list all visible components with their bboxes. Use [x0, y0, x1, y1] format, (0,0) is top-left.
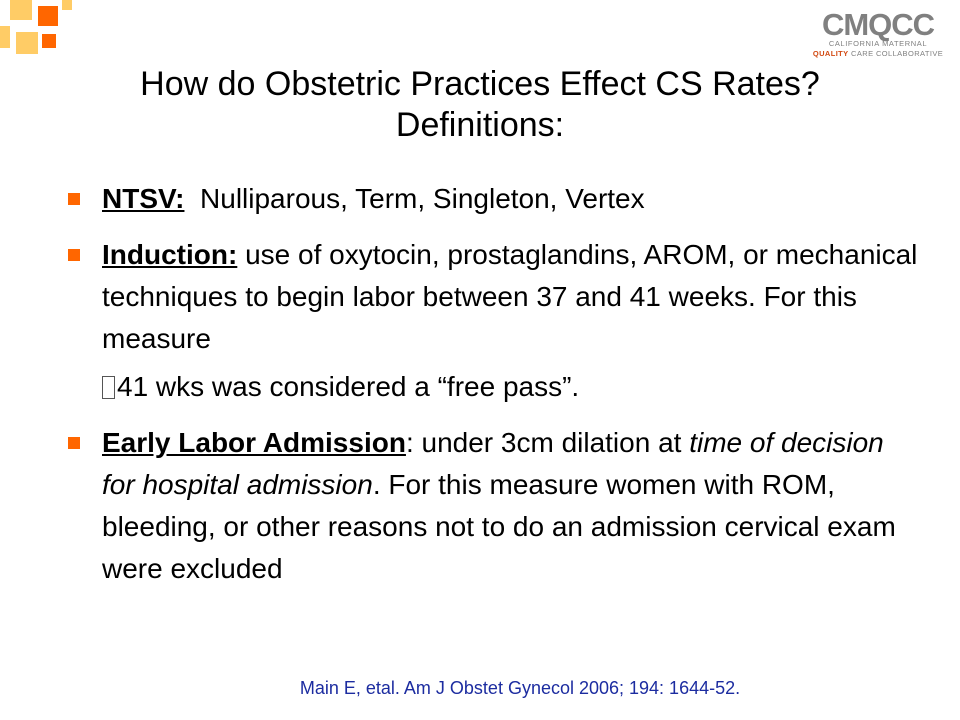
logo-main-text: CMQCC	[822, 7, 935, 42]
bullet-term: Early Labor Admission	[102, 427, 406, 458]
slide-title: How do Obstetric Practices Effect CS Rat…	[0, 64, 960, 146]
bullet-early-labor: Early Labor Admission: under 3cm dilatio…	[64, 422, 924, 590]
bullet-list: NTSV: Nulliparous, Term, Singleton, Vert…	[64, 178, 924, 604]
title-line-1: How do Obstetric Practices Effect CS Rat…	[140, 65, 820, 103]
bullet-square-icon	[68, 249, 80, 261]
bullet-induction: Induction: use of oxytocin, prostaglandi…	[64, 234, 924, 408]
corner-square-3	[62, 0, 72, 10]
cmqcc-logo: CMQCC CALIFORNIA MATERNAL QUALITY CARE C…	[813, 7, 943, 58]
corner-square-5	[16, 32, 38, 54]
logo-line1: CALIFORNIA MATERNAL	[829, 39, 927, 48]
bullet-text-continued: 41 wks was considered a “free pass”.	[102, 366, 924, 408]
corner-square-2	[38, 6, 58, 26]
bullet-ntsv: NTSV: Nulliparous, Term, Singleton, Vert…	[64, 178, 924, 220]
corner-square-1	[10, 0, 32, 20]
bullet-text: use of oxytocin, prostaglandins, AROM, o…	[102, 239, 918, 354]
logo-line2: QUALITY CARE COLLABORATIVE	[813, 49, 943, 58]
bullet-text: : under 3cm dilation at	[405, 427, 690, 458]
bullet-square-icon	[68, 193, 80, 205]
bullet-text-2: 41 wks was considered a “free pass”.	[117, 371, 580, 402]
bullet-term: NTSV:	[102, 183, 185, 214]
title-line-2: Definitions:	[395, 105, 565, 144]
bullet-square-icon	[68, 437, 80, 449]
logo-line2-accent: QUALITY	[813, 49, 849, 58]
logo-line2-rest: CARE COLLABORATIVE	[849, 49, 944, 58]
corner-square-6	[42, 34, 56, 48]
bullet-text-after: . For this measure women with ROM, bleed…	[102, 469, 896, 584]
citation: Main E, etal. Am J Obstet Gynecol 2006; …	[299, 678, 741, 698]
bullet-text: Nulliparous, Term, Singleton, Vertex	[184, 183, 645, 214]
bullet-italic: time of decision for hospital admission	[102, 427, 884, 500]
corner-square-4	[0, 26, 10, 48]
bullet-term: Induction:	[102, 239, 238, 270]
missing-glyph-box	[102, 376, 115, 399]
